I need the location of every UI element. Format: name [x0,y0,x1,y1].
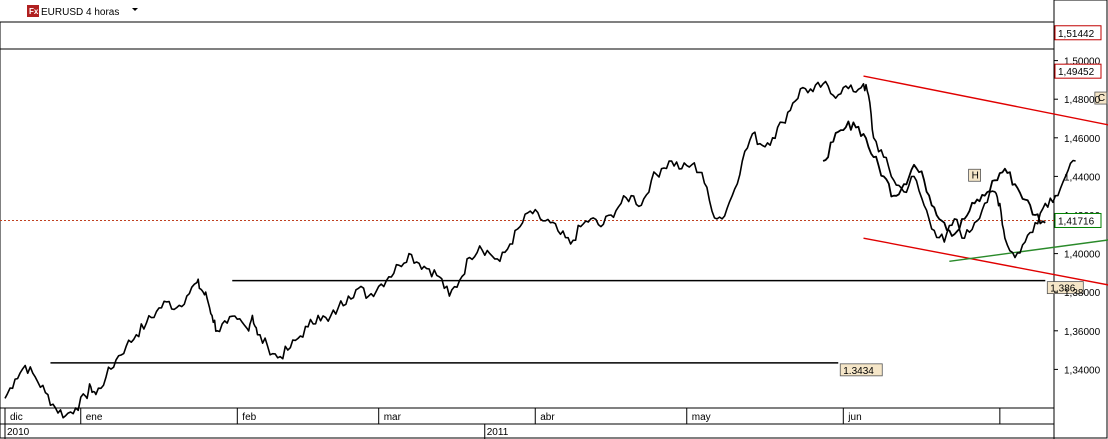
annotation-label: C [1098,93,1105,104]
y-tick-label: 1,34000 [1064,365,1101,376]
y-tick-label: 1,36000 [1064,327,1101,338]
level-label-box [839,363,883,377]
trend-line [863,75,1108,126]
annotation-label: H [972,170,979,181]
level-label: 1.3434 [843,366,874,377]
trend-line [949,239,1108,263]
fx-logo-text: Fx [29,7,39,16]
x-month-label: mar [384,412,402,423]
annotation-layer: HC1.47H [968,91,1108,182]
price-series-line [4,80,1076,419]
annotation-box [1094,91,1108,105]
price-tag-label: 1,49452 [1058,67,1095,78]
title-bar-bg [0,0,1054,22]
fx-logo-icon [27,5,39,17]
y-tick-label: 1,48000 [1064,95,1101,106]
y-tick-label: 1,38000 [1064,288,1101,299]
chart-title: EURUSD 4 horas [41,7,119,18]
price-tag-label: 1,51442 [1058,29,1095,40]
year-label: 2010 [7,427,30,438]
price-tag-box [1054,212,1102,228]
price-series-line [822,120,1046,237]
chevron-down-icon[interactable] [132,8,138,11]
x-axis: dic ene feb mar abr may jun 2010 2011 [4,408,1001,439]
y-tick-label: 1,44000 [1064,172,1101,183]
x-month-label: dic [10,412,23,423]
trend-line [863,237,1108,286]
y-tick-label: 1,40000 [1064,250,1101,261]
x-month-label: feb [242,412,256,423]
x-month-label: jun [847,412,861,423]
year-label: 2011 [487,427,509,438]
level-label: 1.386 [1050,284,1075,295]
series-layer [4,80,1076,419]
title-bar: Fx EURUSD 4 horas [0,0,1054,23]
price-tag-box [1054,25,1102,41]
x-month-label: ene [86,412,103,423]
y-axis: 1,500001,480001,460001,440001,420001,400… [1054,25,1102,376]
x-month-label: abr [540,412,555,423]
price-tag-box [1054,63,1102,79]
annotation-box [968,168,981,182]
price-tag-label: 1,41716 [1058,216,1095,227]
y-tick-label: 1,46000 [1064,134,1101,145]
y-tick-label: 1,50000 [1064,57,1101,68]
level-label-box [1046,281,1084,295]
x-month-label: may [692,412,711,423]
